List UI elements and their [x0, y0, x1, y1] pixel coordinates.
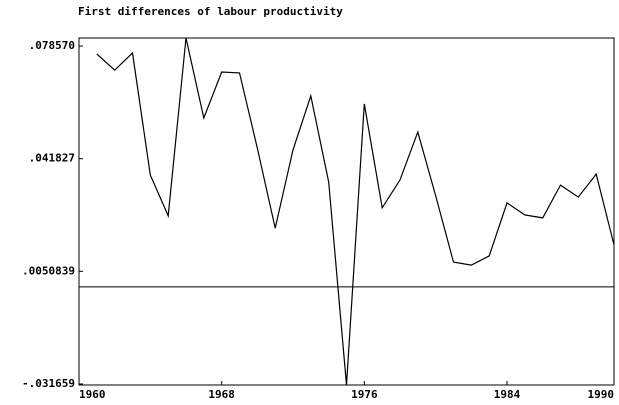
x-tick-label: 1990 [588, 388, 615, 401]
y-tick-label: -.031659 [22, 377, 75, 390]
plot-frame [78, 37, 615, 386]
y-tick-label: .041827 [29, 152, 75, 165]
y-tick-label: .078570 [29, 39, 75, 52]
y-tick-label: .0050839 [22, 264, 75, 277]
x-tick-label: 1976 [351, 388, 378, 401]
x-tick-label: 1984 [494, 388, 521, 401]
chart-title: First differences of labour productivity [78, 5, 343, 18]
x-tick-label: 1960 [79, 388, 106, 401]
data-line [96, 37, 615, 386]
x-tick-label: 1968 [208, 388, 235, 401]
